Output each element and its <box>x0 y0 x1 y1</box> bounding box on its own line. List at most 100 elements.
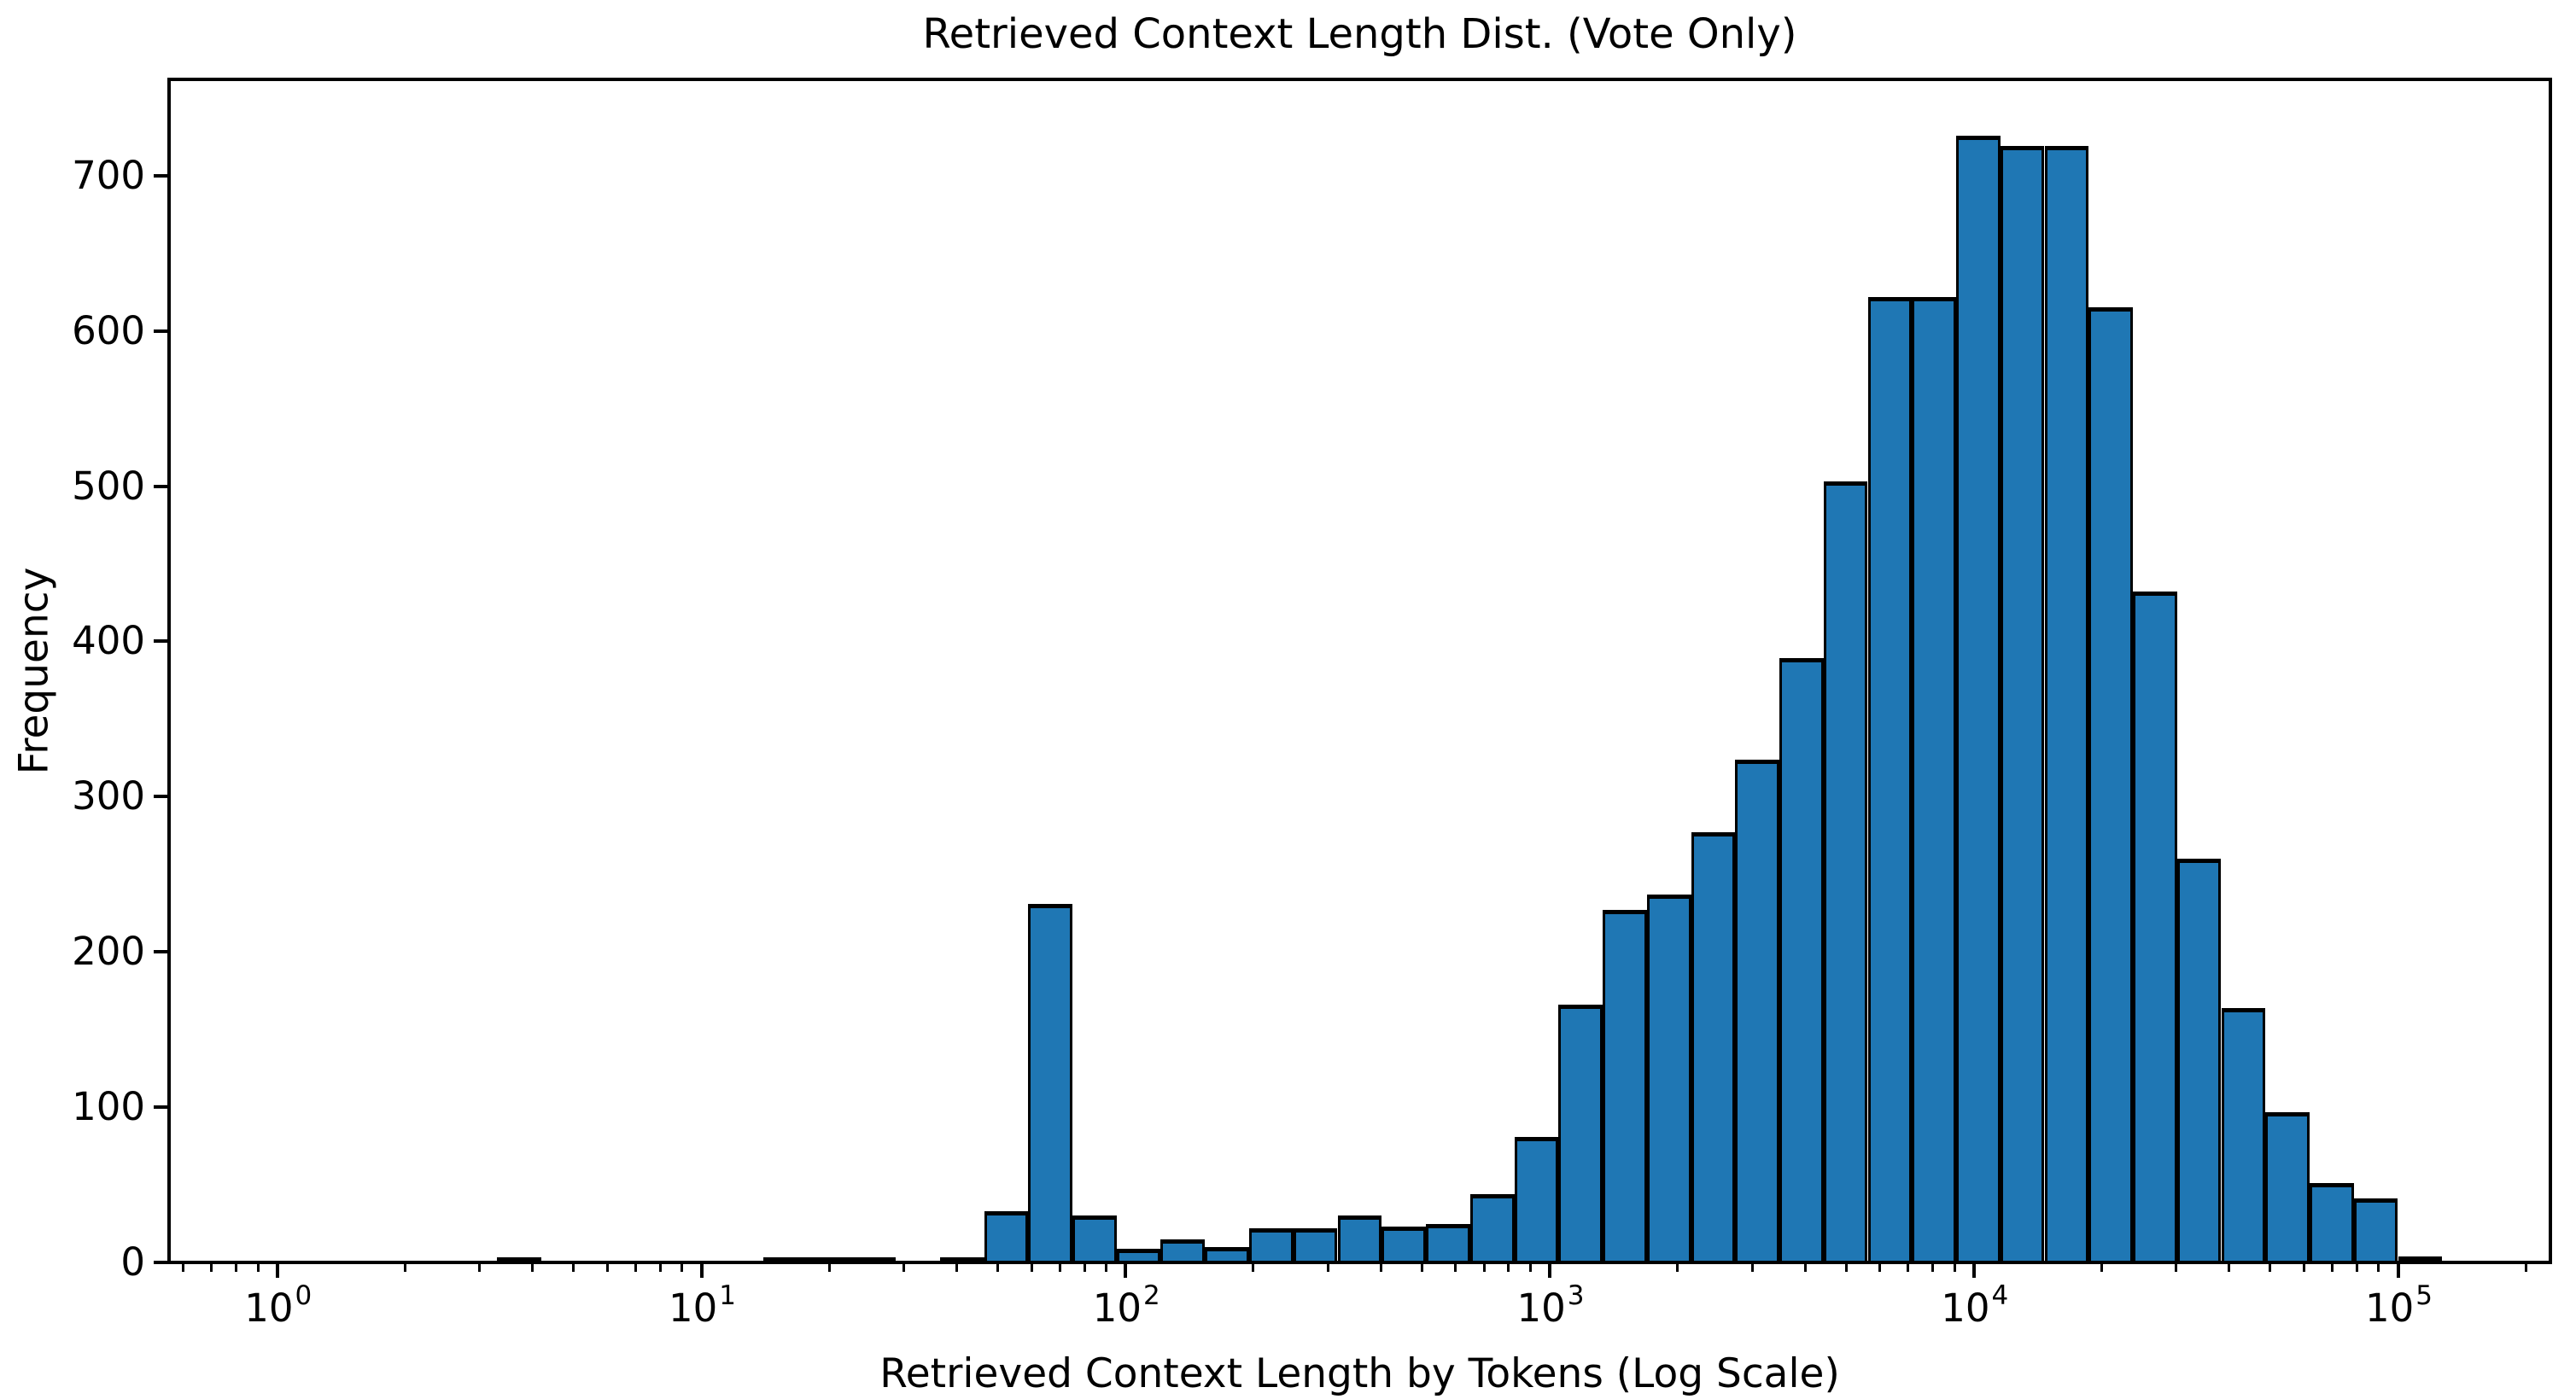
histogram-bar <box>1646 894 1691 1262</box>
histogram-bar <box>939 1257 984 1262</box>
histogram-bar <box>1381 1227 1427 1262</box>
histogram-bar <box>1028 903 1073 1262</box>
y-tick-label: 200 <box>72 929 145 975</box>
x-minor-tick <box>634 1262 638 1272</box>
x-minor-tick <box>1379 1262 1382 1272</box>
histogram-bar <box>2088 307 2133 1262</box>
x-minor-tick <box>1030 1262 1033 1272</box>
x-minor-tick <box>1844 1262 1848 1272</box>
histogram-bar <box>2398 1256 2443 1262</box>
x-tick-label: 100 <box>244 1280 313 1331</box>
x-minor-tick <box>1454 1262 1457 1272</box>
x-tick-exponent: 2 <box>1143 1280 1160 1311</box>
histogram-bar <box>2000 146 2045 1262</box>
histogram-bar <box>1912 296 1957 1262</box>
x-minor-tick <box>1482 1262 1486 1272</box>
x-minor-tick <box>210 1262 213 1272</box>
x-tick-label: 102 <box>1092 1280 1160 1331</box>
y-tick <box>154 484 169 488</box>
bars-layer <box>169 79 2550 1262</box>
x-tick-exponent: 3 <box>1567 1280 1585 1311</box>
y-tick <box>154 329 169 333</box>
x-major-tick <box>2396 1262 2400 1278</box>
y-tick-label: 300 <box>72 773 145 819</box>
x-axis-label: Retrieved Context Length by Tokens (Log … <box>879 1350 1840 1397</box>
x-minor-tick <box>1803 1262 1807 1272</box>
x-major-tick <box>699 1262 704 1278</box>
x-minor-tick <box>681 1262 684 1272</box>
x-minor-tick <box>182 1262 185 1272</box>
histogram-bar <box>497 1257 542 1262</box>
x-tick-exponent: 1 <box>719 1280 737 1311</box>
x-minor-tick <box>1252 1262 1255 1272</box>
histogram-bar <box>1514 1136 1559 1262</box>
x-minor-tick <box>955 1262 959 1272</box>
histogram-bar <box>1116 1248 1161 1262</box>
histogram-bar <box>1867 296 1913 1262</box>
histogram-bar <box>2133 592 2177 1262</box>
x-minor-tick <box>2269 1262 2272 1272</box>
x-minor-tick <box>2228 1262 2231 1272</box>
x-minor-tick <box>2302 1262 2305 1272</box>
x-minor-tick <box>996 1262 1000 1272</box>
histogram-bar <box>1337 1215 1382 1262</box>
x-minor-tick <box>2524 1262 2527 1272</box>
x-minor-tick <box>478 1262 482 1272</box>
histogram-bar <box>1249 1228 1294 1262</box>
histogram-bar <box>1072 1215 1117 1262</box>
x-minor-tick <box>902 1262 906 1272</box>
histogram-bar <box>1779 658 1824 1262</box>
x-minor-tick <box>2100 1262 2103 1272</box>
y-tick-label: 600 <box>72 307 145 353</box>
x-minor-tick <box>572 1262 575 1272</box>
x-tick-exponent: 5 <box>2415 1280 2433 1311</box>
y-axis-label: Frequency <box>10 567 58 775</box>
y-tick-label: 100 <box>72 1084 145 1130</box>
histogram-bar <box>1558 1005 1603 1262</box>
histogram-bar <box>763 1257 808 1262</box>
x-tick-label: 103 <box>1516 1280 1585 1331</box>
x-minor-tick <box>1878 1262 1882 1272</box>
x-major-tick <box>1548 1262 1552 1278</box>
x-minor-tick <box>605 1262 609 1272</box>
x-tick-label: 105 <box>2365 1280 2433 1331</box>
x-minor-tick <box>2355 1262 2358 1272</box>
histogram-bar <box>851 1257 896 1262</box>
x-major-tick <box>1971 1262 1976 1278</box>
y-tick <box>154 1105 169 1110</box>
x-minor-tick <box>658 1262 662 1272</box>
x-major-tick <box>275 1262 279 1278</box>
x-minor-tick <box>1953 1262 1956 1272</box>
y-tick-label: 0 <box>120 1239 145 1285</box>
histogram-bar <box>2221 1007 2266 1262</box>
histogram-bar <box>984 1211 1029 1262</box>
x-minor-tick <box>1083 1262 1086 1272</box>
histogram-bar <box>2176 859 2222 1262</box>
y-tick <box>154 795 169 799</box>
x-minor-tick <box>1105 1262 1108 1272</box>
histogram-bar <box>1160 1239 1206 1262</box>
x-minor-tick <box>2175 1262 2178 1272</box>
x-minor-tick <box>403 1262 406 1272</box>
histogram-bar <box>1956 135 2001 1262</box>
x-major-tick <box>1124 1262 1128 1278</box>
x-tick-label: 101 <box>669 1280 737 1331</box>
y-tick <box>154 173 169 178</box>
x-minor-tick <box>1326 1262 1329 1272</box>
y-tick-label: 700 <box>72 152 145 198</box>
x-minor-tick <box>2377 1262 2380 1272</box>
y-tick-label: 500 <box>72 463 145 509</box>
histogram-bar <box>2353 1198 2398 1262</box>
x-minor-tick <box>827 1262 831 1272</box>
histogram-bar <box>1735 759 1780 1262</box>
y-tick-label: 400 <box>72 618 145 664</box>
x-minor-tick <box>1420 1262 1423 1272</box>
y-tick <box>154 639 169 644</box>
x-tick-exponent: 4 <box>1991 1280 2009 1311</box>
x-tick-exponent: 0 <box>295 1280 313 1311</box>
histogram-bar <box>807 1257 852 1262</box>
x-minor-tick <box>1058 1262 1061 1272</box>
histogram-bar <box>1294 1228 1338 1262</box>
x-minor-tick <box>256 1262 260 1272</box>
histogram-bar <box>1426 1223 1470 1262</box>
